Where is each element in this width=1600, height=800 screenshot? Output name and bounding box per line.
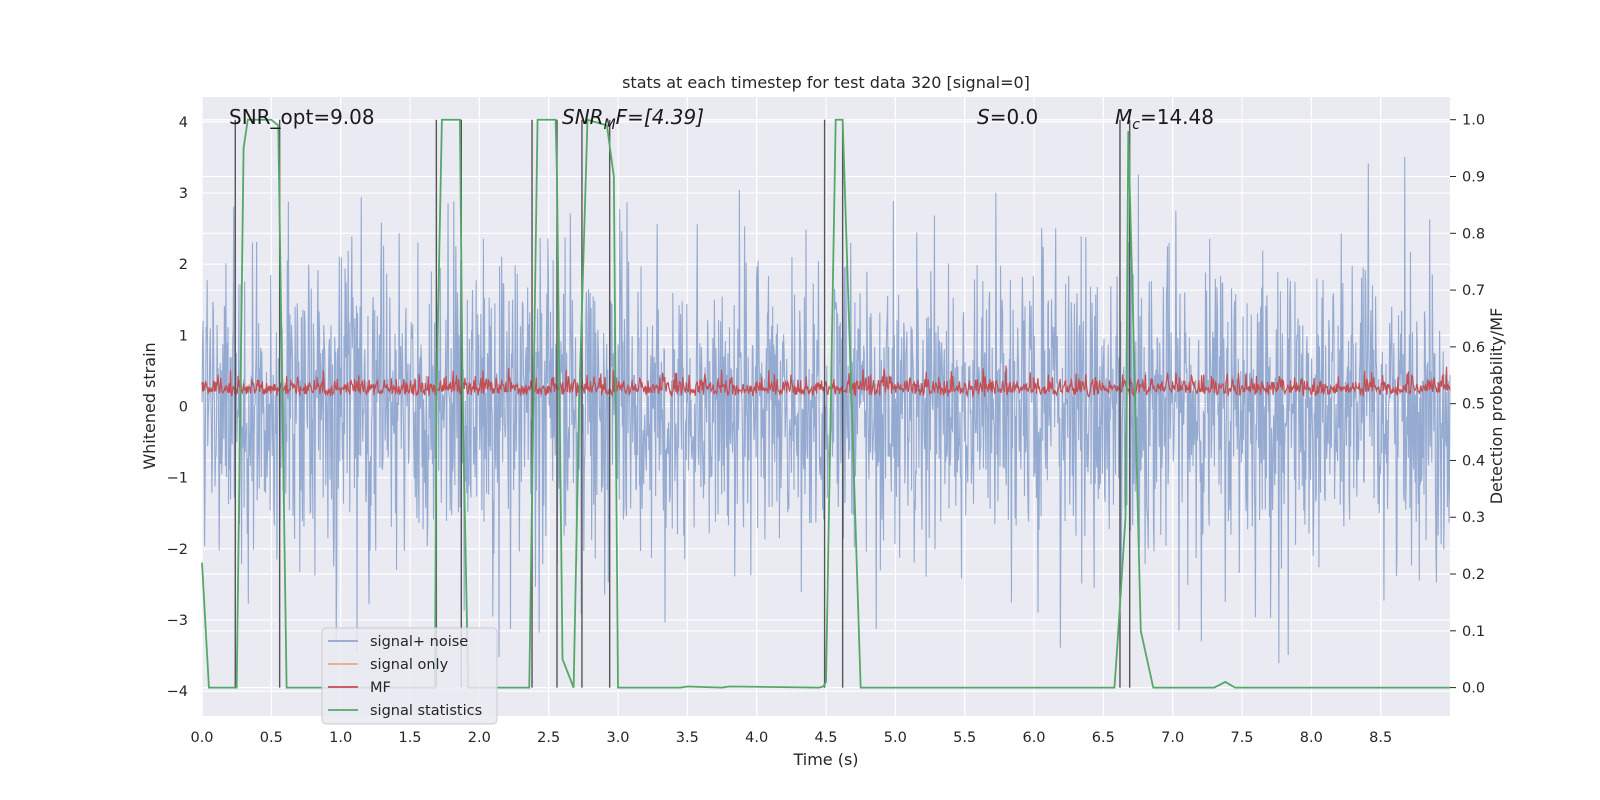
mc-symbol: M [1115,105,1132,129]
chart-title: stats at each timestep for test data 320… [622,73,1030,92]
y-tick-label: 3 [179,186,188,202]
x-tick-label: 8.0 [1300,730,1323,746]
x-tick-label: 3.0 [606,730,629,746]
x-tick-label: 2.0 [468,730,491,746]
legend-label-signal-noise: signal+ noise [370,634,468,650]
snr-mf-sub: M [604,117,616,133]
s-rest: =0.0 [990,105,1039,129]
x-tick-label: 3.5 [676,730,699,746]
series-line-mf [201,365,1451,399]
y-tick-label: −2 [167,542,188,558]
y-tick-labels: −4 −3 −2 −1 0 1 2 3 4 [167,115,188,700]
series-mf [201,365,1451,399]
y2-tick-label: 1.0 [1462,113,1485,129]
legend: signal+ noise signal only MF signal stat… [321,627,498,725]
y2-tick-label: 0.5 [1462,397,1485,413]
x-tick-label: 5.0 [884,730,907,746]
x-axis-label: Time (s) [792,750,858,769]
series-line-signal-noise [201,156,1451,664]
x-tick-label: 0.0 [190,730,213,746]
x-tick-label: 4.5 [814,730,837,746]
x-tick-label: 1.0 [329,730,352,746]
y2-tick-label: 0.3 [1462,510,1485,526]
y2-tick-label: 0.4 [1462,453,1485,469]
annotation-s: S=0.0 [977,105,1038,129]
y-tick-label: 4 [179,115,188,131]
y2-tick-label: 0.8 [1462,226,1485,242]
y-axis-label: Whitened strain [140,342,159,469]
y-tick-label: −4 [167,684,188,700]
mc-rest: =14.48 [1140,105,1214,129]
x-tick-label: 5.5 [953,730,976,746]
y2-tick-label: 0.1 [1462,624,1485,640]
x-tick-label: 6.5 [1092,730,1115,746]
legend-label-mf: MF [370,680,391,696]
legend-box [321,627,498,725]
y2-tick-label: 0.2 [1462,567,1485,583]
x-tick-labels: 0.0 0.5 1.0 1.5 2.0 2.5 3.0 3.5 4.0 4.5 5.0 5.5 6.0 6… [190,730,1392,746]
series-signal-statistics [201,118,1450,689]
series-line-signal-statistics [201,118,1450,689]
snr-mf-rest: F=[4.39] [616,105,704,129]
vertical-markers [234,119,1131,688]
snr-mf-symbol: SNR [562,105,604,129]
y-tick-label: 2 [179,257,188,273]
x-tick-label: 0.5 [260,730,283,746]
x-tick-label: 7.0 [1161,730,1184,746]
series-signal-noise [201,156,1451,664]
y2-axis-label: Detection probability/MF [1487,308,1506,505]
x-tick-label: 4.0 [745,730,768,746]
y-tick-label: 0 [179,400,188,416]
s-symbol: S [977,105,990,129]
x-tick-label: 6.0 [1022,730,1045,746]
annotation-snr-mf: SNRMF=[4.39] [562,105,704,133]
mc-sub: c [1132,117,1140,133]
annotation-snr-opt: SNR_opt=9.08 [229,105,375,129]
x-tick-label: 1.5 [398,730,421,746]
y2-tick-label: 0.0 [1462,681,1485,697]
y2-tick-label: 0.9 [1462,170,1485,186]
y-tick-label: −3 [167,613,188,629]
x-tick-label: 2.5 [537,730,560,746]
y2-tick-labels: 0.0 0.1 0.2 0.3 0.4 0.5 0.6 0.7 0.8 0.9 1.0 [1450,113,1485,697]
legend-label-signal-only: signal only [370,657,449,673]
y2-tick-label: 0.6 [1462,340,1485,356]
y-tick-label: −1 [167,471,188,487]
x-tick-label: 7.5 [1230,730,1253,746]
y-tick-label: 1 [179,328,188,344]
x-tick-label: 8.5 [1369,730,1392,746]
annotation-mc: Mc=14.48 [1115,105,1214,133]
y2-tick-label: 0.7 [1462,283,1485,299]
legend-label-signal-statistics: signal statistics [370,703,482,719]
